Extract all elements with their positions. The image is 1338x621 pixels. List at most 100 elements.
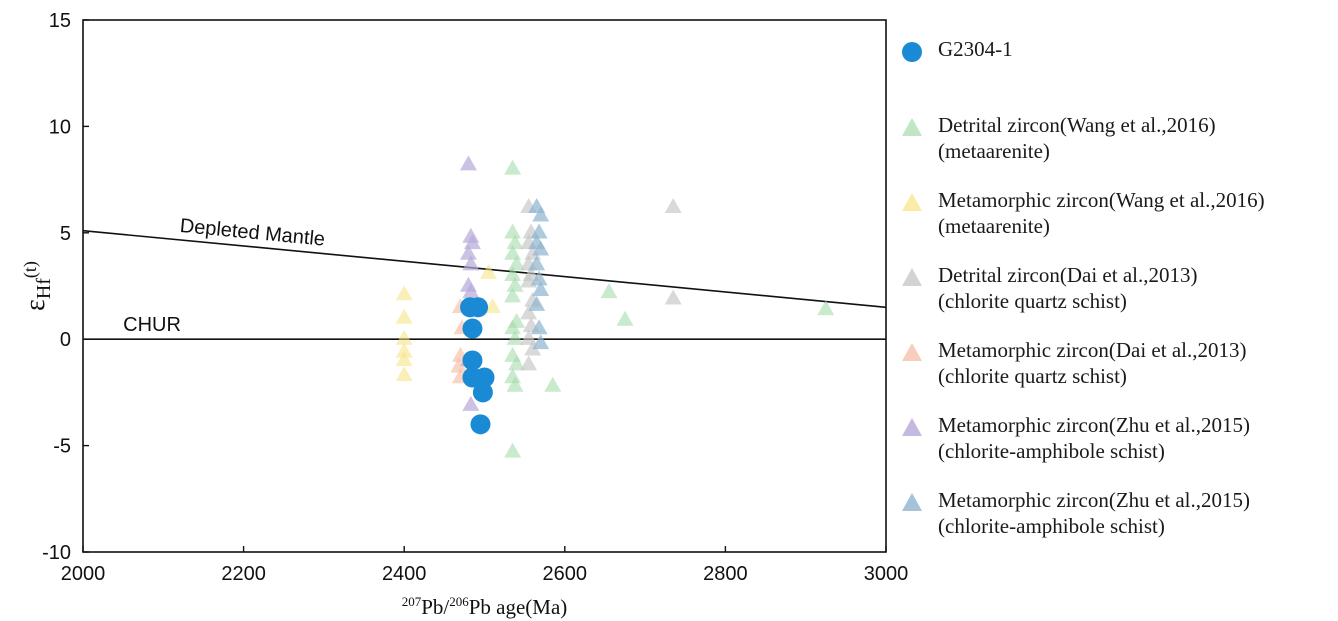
legend-sublabel-4: (chlorite quartz schist) [938, 364, 1127, 388]
series-2-point-1 [395, 308, 413, 324]
series-2-point-5 [395, 366, 413, 382]
y-tick-label-5: -10 [42, 542, 71, 564]
series-5-point-6 [462, 283, 480, 299]
series-4-point-3 [450, 357, 468, 373]
series-2-point-3 [395, 342, 413, 358]
x-tick-label-5: 3000 [864, 563, 909, 585]
y-tick-label-1: 10 [49, 116, 71, 138]
series-0-point-3 [462, 350, 483, 371]
legend-label-2: Metamorphic zircon(Wang et al.,2016) [938, 188, 1265, 212]
series-5-point-0 [459, 155, 477, 171]
depleted-mantle-label: Depleted Mantle [179, 215, 326, 251]
series-0-point-5 [474, 367, 495, 388]
series-2-point-6 [480, 263, 498, 279]
series-1-point-17 [600, 283, 618, 299]
series-6-point-8 [528, 295, 546, 311]
series-6-point-1 [532, 206, 550, 222]
legend-label-0: G2304-1 [938, 37, 1013, 61]
x-tick-label-2: 2400 [382, 563, 427, 585]
legend-marker-shape-2 [902, 193, 922, 211]
legend-marker-2 [902, 193, 922, 211]
series-1-point-14 [506, 376, 524, 392]
series-6-point-4 [532, 240, 550, 256]
plot-area: Depleted Mantle CHUR [82, 155, 887, 458]
reference-line-0 [82, 229, 887, 309]
legend-sublabel-1: (metaarenite) [938, 139, 1050, 163]
legend-marker-shape-0 [902, 42, 922, 62]
legend-text-2: Metamorphic zircon(Wang et al.,2016) (met… [938, 187, 1265, 239]
legend-marker-6 [902, 493, 922, 511]
x-axis-title-sup1: 207 [402, 594, 422, 609]
x-tick-label-3: 2600 [543, 563, 588, 585]
series-3-point-8 [520, 304, 538, 320]
legend-sublabel-6: (chlorite-amphibole schist) [938, 514, 1165, 538]
x-tick-label-4: 2800 [703, 563, 748, 585]
series-6-point-5 [528, 255, 546, 271]
series-1-point-19 [817, 300, 835, 316]
legend-marker-shape-1 [902, 118, 922, 136]
series-5-point-4 [462, 255, 480, 271]
y-tick-label-4: -5 [53, 436, 71, 458]
series-0-point-6 [472, 382, 493, 403]
legend-label-6: Metamorphic zircon(Zhu et al.,2015) [938, 488, 1250, 512]
chur-label: CHUR [123, 314, 181, 336]
x-tick-label-0: 2000 [61, 563, 106, 585]
series-1-point-2 [506, 234, 524, 250]
legend-marker-3 [902, 268, 922, 286]
legend-marker-4 [902, 343, 922, 361]
series-1-point-12 [508, 355, 526, 371]
series-1-point-9 [504, 319, 522, 335]
legend-text-0: G2304-1 [938, 36, 1013, 62]
series-6-point-10 [532, 334, 550, 350]
x-axis-title-sup2: 206 [449, 594, 469, 609]
x-axis-title-base2: Pb age(Ma) [469, 595, 568, 619]
legend-text-4: Metamorphic zircon(Dai et al.,2013) (chlo… [938, 337, 1246, 389]
legend-label-3: Detrital zircon(Dai et al.,2013) [938, 263, 1198, 287]
series-3-point-13 [664, 197, 682, 213]
legend-marker-shape-3 [902, 268, 922, 286]
legend-marker-shape-6 [902, 493, 922, 511]
legend-label-4: Metamorphic zircon(Dai et al.,2013) [938, 338, 1247, 362]
legend-sublabel-5: (chlorite-amphibole schist) [938, 439, 1165, 463]
series-1-point-18 [616, 310, 634, 326]
legend-text-6: Metamorphic zircon(Zhu et al.,2015) (chlo… [938, 487, 1250, 539]
series-1-point-1 [504, 223, 522, 239]
y-tick-label-3: 0 [60, 329, 71, 351]
series-1-point-7 [504, 287, 522, 303]
y-axis-title-tail: (t) [20, 261, 41, 278]
series-5-point-3 [459, 244, 477, 260]
legend-label-1: Detrital zircon(Wang et al.,2016) [938, 113, 1216, 137]
legend-marker-shape-5 [902, 418, 922, 436]
series-2-point-0 [395, 285, 413, 301]
legend-text-3: Detrital zircon(Dai et al.,2013) (chlorit… [938, 262, 1197, 314]
series-2-point-4 [395, 351, 413, 367]
legend-marker-5 [902, 418, 922, 436]
series-1-point-13 [504, 368, 522, 384]
series-1-point-5 [504, 266, 522, 282]
series-3-point-12 [520, 355, 538, 371]
series-3-point-11 [524, 340, 542, 356]
series-6-point-2 [530, 223, 548, 239]
series-0-point-7 [470, 414, 491, 435]
legend-text-1: Detrital zircon(Wang et al.,2016) (metaar… [938, 112, 1216, 164]
series-1-point-16 [504, 442, 522, 458]
legend-marker-1 [902, 118, 922, 136]
series-3-point-14 [664, 289, 682, 305]
y-axis-title-main: ε [20, 299, 51, 311]
series-6-point-6 [530, 270, 548, 286]
y-tick-label-0: 15 [49, 10, 71, 32]
series-1-point-0 [504, 159, 522, 175]
y-tick-label-2: 5 [60, 223, 71, 245]
series-0-point-2 [462, 318, 483, 339]
y-axis-title: εHf(t) [20, 261, 55, 311]
y-axis-title-sub: Hf [33, 278, 55, 299]
x-axis-title: 207Pb/206Pb age(Ma) [402, 594, 568, 619]
series-0-point-1 [468, 297, 489, 318]
legend-sublabel-3: (chlorite quartz schist) [938, 289, 1127, 313]
legend-text-5: Metamorphic zircon(Zhu et al.,2015) (chlo… [938, 412, 1250, 464]
series-5-point-8 [462, 395, 480, 411]
legend-label-5: Metamorphic zircon(Zhu et al.,2015) [938, 413, 1250, 437]
series-2-point-7 [484, 297, 502, 313]
series-6-point-7 [532, 280, 550, 296]
